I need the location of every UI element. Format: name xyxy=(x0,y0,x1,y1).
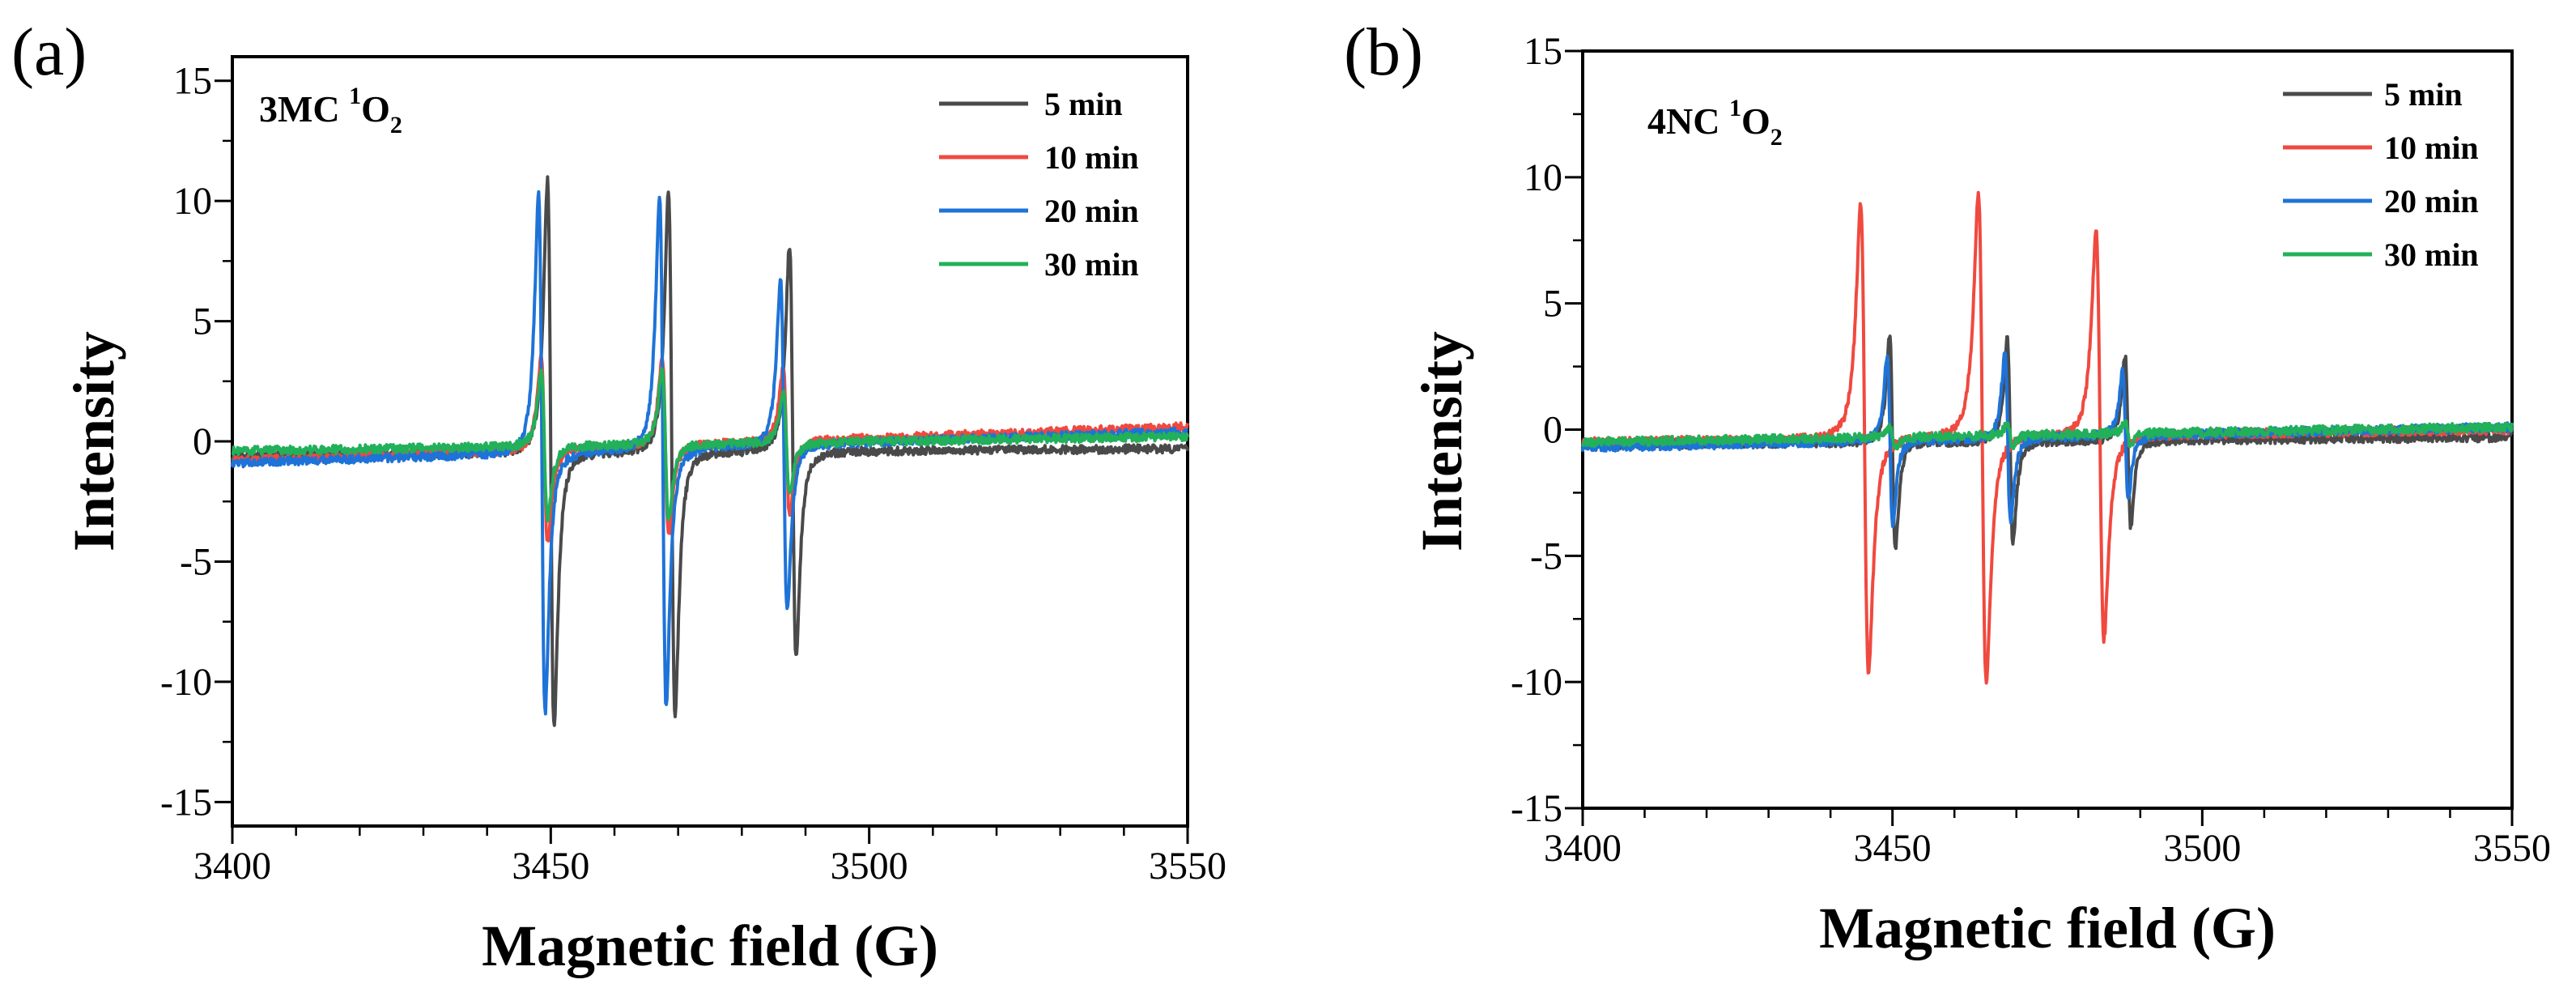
y-tick-label: -5 xyxy=(180,540,212,583)
series-line-30min xyxy=(1581,419,2514,451)
panel-a-annotation-superscript: 1 xyxy=(349,83,361,109)
y-tick-label: 15 xyxy=(1524,30,1562,73)
y-tick-label: -15 xyxy=(1511,787,1562,830)
legend-label-10min: 10 min xyxy=(1044,139,1139,176)
y-tick-label: -5 xyxy=(1530,534,1562,577)
panel-a-ticks: 3400 3450 3500 3550 -15 -10 -5 0 5 10 15 xyxy=(160,60,1226,888)
panel-b-annotation-subscript: 2 xyxy=(1770,124,1783,151)
panel-b-y-axis-title: Intensity xyxy=(1409,331,1474,551)
panel-b-annotation-base: 4NC xyxy=(1647,100,1729,142)
y-tick-label: 10 xyxy=(173,180,212,223)
x-tick-label: 3550 xyxy=(2473,827,2551,870)
legend-label-20min: 20 min xyxy=(1044,193,1139,229)
y-tick-label: -15 xyxy=(160,781,212,824)
y-tick-label: -10 xyxy=(1511,661,1562,704)
panel-b-ticks: 3400 3450 3500 3550 -15 -10 -5 0 5 10 15 xyxy=(1511,30,2551,870)
x-tick-label: 3550 xyxy=(1149,845,1226,888)
legend-label-5min: 5 min xyxy=(2384,76,2463,113)
x-tick-label: 3400 xyxy=(1544,827,1622,870)
panel-a-x-axis-title: Magnetic field (G) xyxy=(482,913,938,978)
y-tick-label: 0 xyxy=(1543,409,1562,452)
panel-b-letter: (b) xyxy=(1344,15,1423,90)
panel-a-y-axis-title: Intensity xyxy=(62,331,126,551)
x-tick-label: 3500 xyxy=(831,845,908,888)
panel-b-annotation-superscript: 1 xyxy=(1729,95,1741,121)
x-tick-label: 3450 xyxy=(1854,827,1932,870)
series-line-20min xyxy=(231,190,1189,716)
legend-label-30min: 30 min xyxy=(2384,236,2479,273)
panel-b-legend: 5 min 10 min 20 min 30 min xyxy=(2283,76,2479,273)
panel-b-x-axis-title: Magnetic field (G) xyxy=(1819,896,2276,960)
legend-label-20min: 20 min xyxy=(2384,183,2479,219)
panel-a-annotation-main: O xyxy=(361,88,390,130)
y-tick-label: 5 xyxy=(1543,283,1562,326)
panel-a-annotation: 3MC 1O2 xyxy=(259,83,402,138)
y-tick-label: 0 xyxy=(193,420,212,463)
legend-label-10min: 10 min xyxy=(2384,130,2479,166)
y-tick-label: 15 xyxy=(173,60,212,103)
panel-a-letter: (a) xyxy=(11,15,87,90)
panel-b-annotation-main: O xyxy=(1741,100,1770,142)
legend-label-5min: 5 min xyxy=(1044,86,1123,122)
x-tick-label: 3450 xyxy=(512,845,589,888)
panel-a-annotation-base: 3MC xyxy=(259,88,349,130)
panel-b-series-lines xyxy=(1581,190,2514,685)
panel-a-legend: 5 min 10 min 20 min 30 min xyxy=(939,86,1139,283)
x-tick-label: 3400 xyxy=(193,845,271,888)
panel-a: (a) 3400 3450 3500 3550 -15 -10 -5 0 5 10 15 3MC 1… xyxy=(11,15,1226,978)
panel-b-annotation: 4NC 1O2 xyxy=(1647,95,1783,151)
panel-a-annotation-subscript: 2 xyxy=(390,112,402,138)
panel-a-series-lines xyxy=(231,175,1189,727)
panel-b: (b) 3400 3450 3500 3550 -15 -10 -5 0 5 10 15 4NC 1… xyxy=(1344,15,2551,960)
series-line-30min xyxy=(231,367,1189,523)
x-tick-label: 3500 xyxy=(2163,827,2241,870)
y-tick-label: 10 xyxy=(1524,156,1562,199)
y-tick-label: -10 xyxy=(160,661,212,704)
legend-label-30min: 30 min xyxy=(1044,246,1139,283)
y-tick-label: 5 xyxy=(193,300,212,343)
